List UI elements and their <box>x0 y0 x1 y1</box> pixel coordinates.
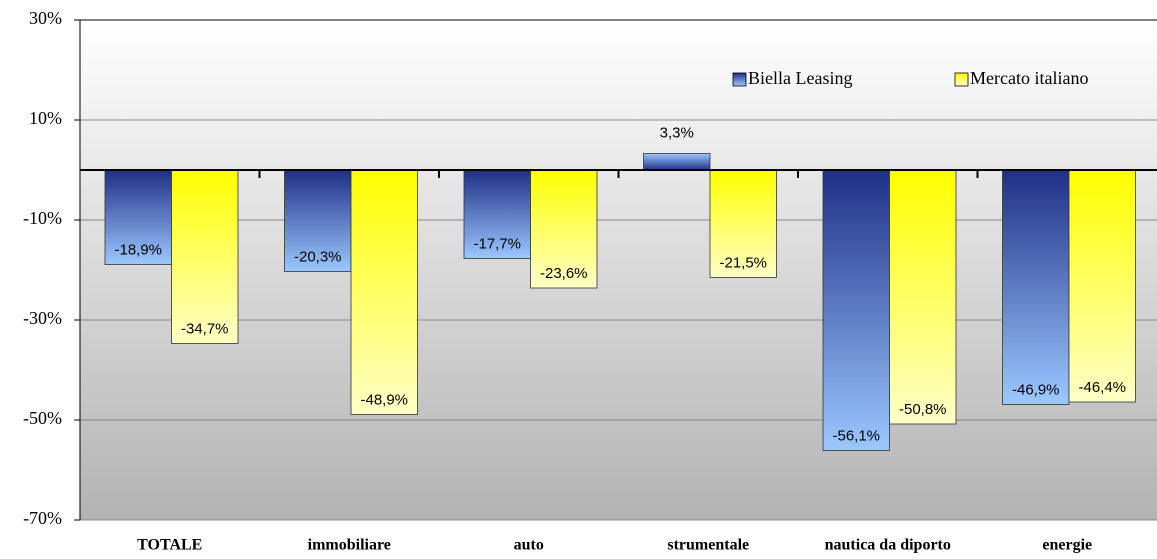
bar <box>709 169 777 278</box>
x-tick-label: TOTALE <box>137 537 202 554</box>
data-label: -21,5% <box>719 254 767 271</box>
x-tick-label: immobiliare <box>308 537 391 554</box>
legend-label: Mercato italiano <box>970 68 1088 88</box>
data-label: -20,3% <box>294 248 342 265</box>
legend-label: Biella Leasing <box>748 68 852 88</box>
bar <box>1002 169 1070 405</box>
y-tick-label: 30% <box>29 8 62 28</box>
bar <box>643 153 711 171</box>
y-tick-label: -10% <box>23 208 62 228</box>
legend-swatch <box>954 72 969 87</box>
bar <box>104 169 172 265</box>
bar <box>822 169 890 451</box>
y-tick-label: -30% <box>23 308 62 328</box>
data-label: -18,9% <box>114 241 162 258</box>
bar <box>889 169 957 425</box>
data-label: -17,7% <box>473 235 521 252</box>
bar <box>171 169 239 344</box>
bar <box>1068 169 1136 403</box>
data-label: -34,7% <box>181 320 229 337</box>
data-label: -56,1% <box>832 427 880 444</box>
data-label: -48,9% <box>360 391 408 408</box>
data-label: -46,4% <box>1078 379 1126 396</box>
x-tick-label: energie <box>1042 537 1092 554</box>
y-tick-label: 10% <box>29 108 62 128</box>
legend-swatch <box>732 72 747 87</box>
x-tick-label: nautica da diporto <box>825 537 951 554</box>
y-tick-label: -50% <box>23 408 62 428</box>
bar <box>350 169 418 415</box>
y-tick-label: -70% <box>23 508 62 528</box>
plot-area <box>80 20 1157 520</box>
x-tick-label: auto <box>514 537 544 554</box>
data-label: 3,3% <box>660 124 694 141</box>
data-label: -23,6% <box>540 265 588 282</box>
bar <box>530 169 598 289</box>
data-label: -50,8% <box>899 401 947 418</box>
bar <box>463 169 531 259</box>
x-tick-label: strumentale <box>667 537 749 554</box>
data-label: -46,9% <box>1012 381 1060 398</box>
